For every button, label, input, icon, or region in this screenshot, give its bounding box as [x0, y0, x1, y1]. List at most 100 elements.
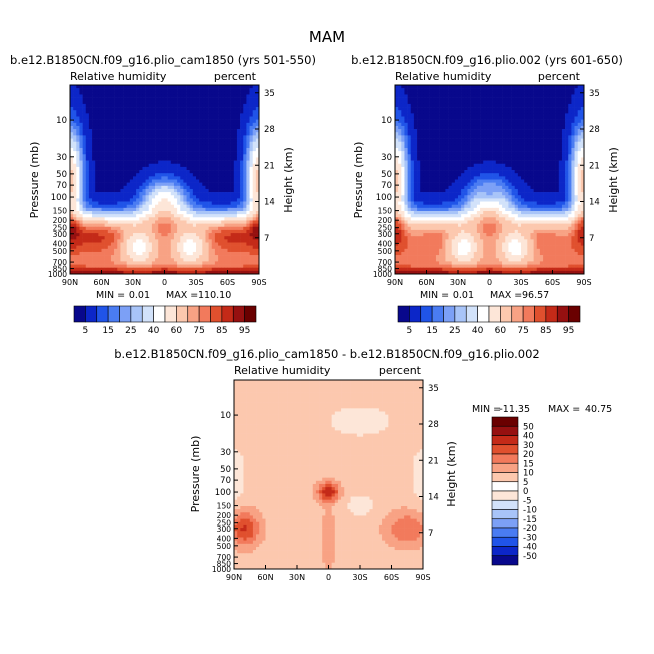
heatmap-cell [151, 157, 156, 161]
heatmap-cell [514, 138, 519, 142]
heatmap-cell [211, 170, 216, 174]
heatmap-cell [85, 141, 90, 146]
heatmap-cell [114, 154, 118, 158]
heatmap-cell [151, 214, 156, 218]
heatmap-cell [123, 188, 127, 193]
heatmap-cell [574, 138, 578, 142]
heatmap-cell [145, 264, 150, 268]
heatmap-cell [243, 176, 247, 180]
heatmap-cell [167, 195, 172, 199]
heatmap-cell [211, 239, 216, 243]
heatmap-cell [117, 270, 121, 275]
heatmap-cell [70, 229, 74, 234]
heatmap-cell [170, 173, 175, 177]
heatmap-cell [454, 122, 459, 127]
heatmap-cell [123, 160, 127, 165]
heatmap-cell [205, 88, 209, 92]
heatmap-cell [568, 110, 572, 114]
heatmap-cell [246, 248, 250, 253]
heatmap-cell [224, 141, 228, 146]
heatmap-cell [233, 135, 238, 139]
heatmap-cell [571, 116, 575, 120]
heatmap-cell [88, 248, 93, 253]
heatmap-cell [445, 107, 449, 111]
heatmap-cell [101, 185, 105, 190]
heatmap-cell [142, 100, 146, 105]
heatmap-cell [170, 107, 175, 111]
heatmap-cell [186, 198, 190, 202]
heatmap-cell [202, 132, 206, 136]
heatmap-cell [401, 135, 405, 139]
heatmap-cell [205, 166, 209, 171]
heatmap-cell [164, 119, 168, 124]
heatmap-cell [413, 107, 418, 111]
heatmap-cell [230, 132, 235, 136]
heatmap-cell [70, 107, 74, 111]
heatmap-cell [148, 214, 153, 218]
heatmap-cell [170, 188, 175, 193]
heatmap-cell [246, 151, 250, 155]
heatmap-cell [524, 119, 528, 124]
heatmap-cell [173, 88, 178, 92]
heatmap-cell [549, 97, 553, 102]
heatmap-cell [126, 94, 131, 98]
heatmap-cell [227, 185, 231, 190]
heatmap-cell [227, 144, 231, 149]
heatmap-cell [107, 125, 112, 130]
heatmap-cell [139, 166, 143, 171]
heatmap-cell [458, 144, 462, 149]
heatmap-cell [177, 242, 181, 246]
heatmap-cell [407, 100, 412, 105]
heatmap-cell [173, 107, 178, 111]
heatmap-cell [230, 91, 235, 95]
heatmap-cell [70, 245, 74, 250]
heatmap-cell [549, 100, 553, 105]
heatmap-cell [543, 103, 547, 108]
heatmap-cell [464, 100, 468, 105]
heatmap-cell [85, 270, 90, 275]
heatmap-cell [82, 201, 87, 205]
heatmap-cell [568, 138, 572, 142]
heatmap-cell [180, 113, 184, 117]
heatmap-cell [164, 217, 168, 221]
heatmap-cell [151, 211, 156, 215]
y-right-tick-label: 14 [264, 198, 275, 208]
heatmap-cell [142, 91, 146, 95]
heatmap-cell [95, 239, 99, 243]
heatmap-cell [489, 88, 493, 92]
heatmap-cell [196, 223, 200, 228]
heatmap-cell [164, 116, 168, 120]
heatmap-cell [88, 163, 93, 168]
heatmap-cell [173, 267, 178, 272]
heatmap-cell [98, 270, 102, 275]
heatmap-cell [129, 233, 134, 237]
heatmap-cell [186, 182, 190, 187]
heatmap-cell [530, 103, 534, 108]
heatmap-cell [224, 163, 228, 168]
heatmap-cell [104, 125, 109, 130]
heatmap-cell [133, 103, 137, 108]
heatmap-cell [88, 258, 93, 262]
heatmap-cell [155, 204, 159, 209]
heatmap-cell [117, 211, 121, 215]
heatmap-cell [117, 173, 121, 177]
heatmap-cell [101, 192, 105, 196]
heatmap-cell [530, 129, 534, 133]
heatmap-cell [70, 179, 74, 183]
heatmap-cell [236, 141, 241, 146]
heatmap-cell [92, 119, 96, 124]
heatmap-cell [155, 248, 159, 253]
heatmap-cell [95, 188, 99, 193]
heatmap-cell [246, 144, 250, 149]
heatmap-cell [451, 141, 456, 146]
heatmap-cell [252, 217, 257, 221]
heatmap-cell [92, 229, 96, 234]
heatmap-cell [467, 94, 471, 98]
heatmap-cell [85, 226, 90, 231]
heatmap-cell [180, 148, 184, 152]
heatmap-cell [186, 258, 190, 262]
heatmap-cell [514, 85, 519, 89]
heatmap-cell [104, 103, 109, 108]
heatmap-cell [561, 122, 566, 127]
heatmap-cell [192, 192, 197, 196]
